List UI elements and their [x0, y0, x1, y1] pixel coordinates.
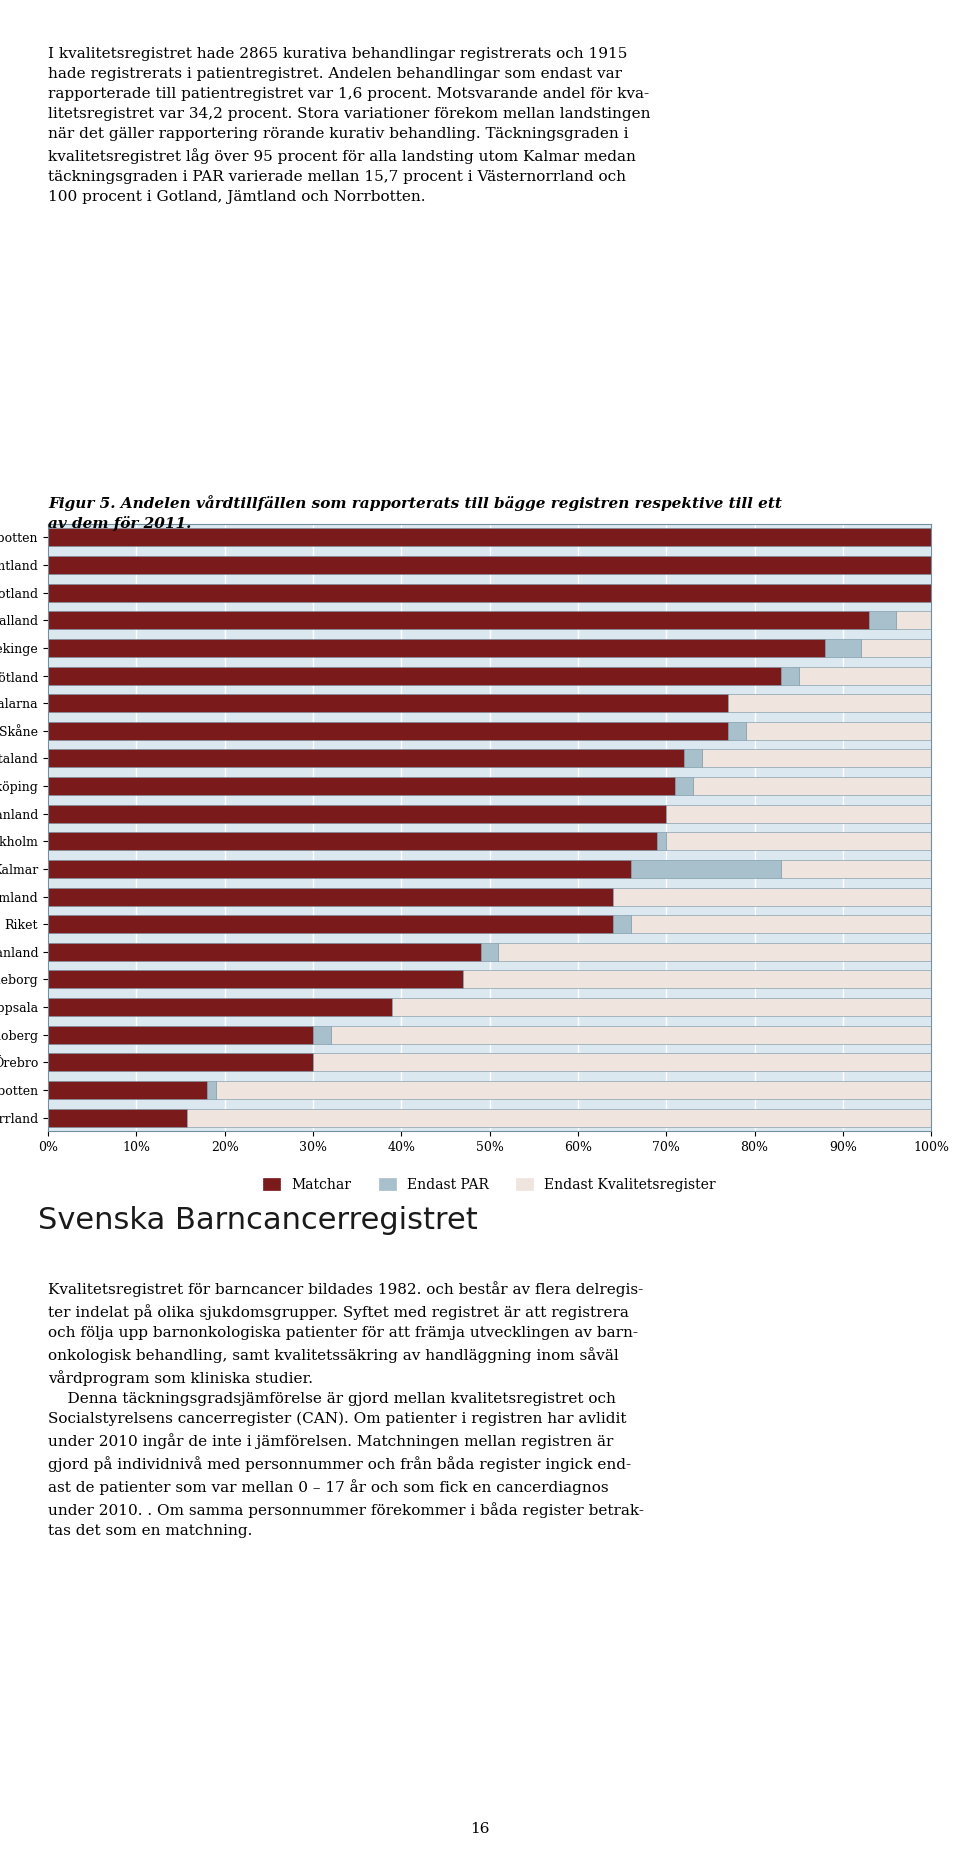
Bar [481, 942, 498, 961]
Bar [330, 1025, 931, 1043]
Bar [48, 555, 931, 574]
Bar [826, 640, 860, 656]
Bar [728, 694, 931, 712]
Bar [313, 1053, 931, 1072]
Bar [658, 832, 666, 851]
Bar [186, 1109, 931, 1126]
Bar [896, 611, 931, 630]
Bar [48, 750, 684, 767]
Bar [684, 750, 702, 767]
Bar [870, 611, 896, 630]
Bar [48, 942, 481, 961]
Bar [781, 860, 931, 877]
Bar [48, 529, 931, 546]
Bar [48, 860, 631, 877]
Bar [860, 640, 931, 656]
Bar [48, 999, 393, 1015]
Legend: Matchar, Endast PAR, Endast Kvalitetsregister: Matchar, Endast PAR, Endast Kvalitetsreg… [258, 1172, 721, 1197]
Bar [728, 722, 746, 741]
Bar [48, 1081, 207, 1100]
Bar [393, 999, 931, 1015]
Bar [666, 832, 931, 851]
Bar [48, 1025, 313, 1043]
Bar [631, 860, 781, 877]
Bar [498, 942, 931, 961]
Bar [693, 778, 931, 795]
Bar [48, 666, 781, 684]
Bar [746, 722, 931, 741]
Bar [48, 722, 728, 741]
Bar [48, 694, 728, 712]
Bar [666, 804, 931, 823]
Bar [781, 666, 799, 684]
Text: Figur 5. Andelen vårdtillfällen som rapporterats till bägge registren respektive: Figur 5. Andelen vårdtillfällen som rapp… [48, 496, 781, 531]
Bar [207, 1081, 216, 1100]
Bar [48, 583, 931, 602]
Bar [613, 914, 631, 933]
Bar [613, 888, 931, 905]
Bar [313, 1025, 330, 1043]
Bar [675, 778, 693, 795]
Text: 16: 16 [470, 1823, 490, 1836]
Bar [631, 914, 931, 933]
Bar [799, 666, 931, 684]
Bar [702, 750, 931, 767]
Text: I kvalitetsregistret hade 2865 kurativa behandlingar registrerats och 1915
hade : I kvalitetsregistret hade 2865 kurativa … [48, 47, 651, 204]
Bar [48, 804, 666, 823]
Bar [48, 640, 826, 656]
Bar [48, 1109, 186, 1126]
Bar [48, 914, 613, 933]
Text: Kvalitetsregistret för barncancer bildades 1982. och består av flera delregis-
t: Kvalitetsregistret för barncancer bildad… [48, 1281, 644, 1539]
Bar [48, 971, 463, 989]
Text: Svenska Barncancerregistret: Svenska Barncancerregistret [38, 1206, 478, 1236]
Bar [463, 971, 931, 989]
Bar [216, 1081, 931, 1100]
Bar [48, 1053, 313, 1072]
Bar [48, 778, 675, 795]
Bar [48, 888, 613, 905]
Bar [48, 832, 658, 851]
Bar [48, 611, 870, 630]
